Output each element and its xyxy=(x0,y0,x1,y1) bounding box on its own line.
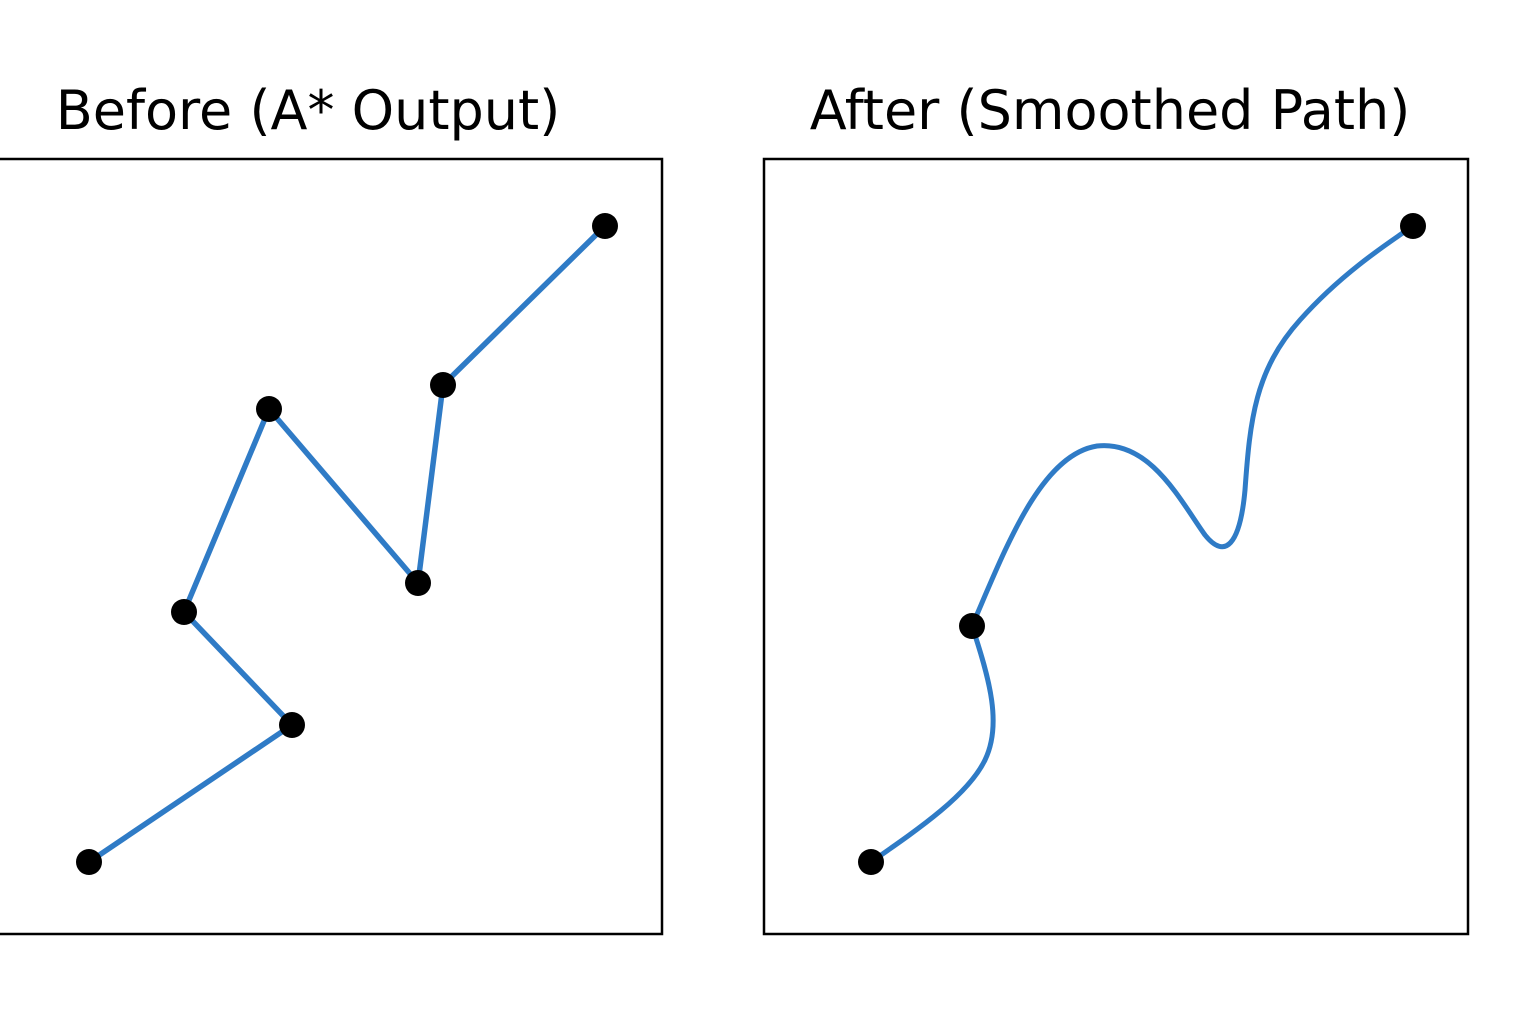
before-panel-title: Before (A* Output) xyxy=(56,79,561,142)
after-waypoint-mid xyxy=(959,613,985,639)
before-waypoint-start xyxy=(76,849,102,875)
before-path-line xyxy=(86,223,608,865)
before-waypoint-2 xyxy=(279,712,305,738)
before-waypoint-goal xyxy=(592,213,618,239)
before-waypoint-4 xyxy=(256,396,282,422)
after-panel-title: After (Smoothed Path) xyxy=(810,79,1411,142)
after-panel-frame xyxy=(762,157,1470,936)
before-waypoint-6 xyxy=(430,372,456,398)
after-waypoint-start xyxy=(858,849,884,875)
before-panel-frame xyxy=(0,157,664,936)
after-panel: After (Smoothed Path) xyxy=(762,79,1470,936)
before-panel: Before (A* Output) xyxy=(0,79,664,936)
before-waypoint-3 xyxy=(171,599,197,625)
before-waypoint-5 xyxy=(405,570,431,596)
after-waypoint-goal xyxy=(1400,213,1426,239)
after-smoothed-path xyxy=(868,223,1416,865)
